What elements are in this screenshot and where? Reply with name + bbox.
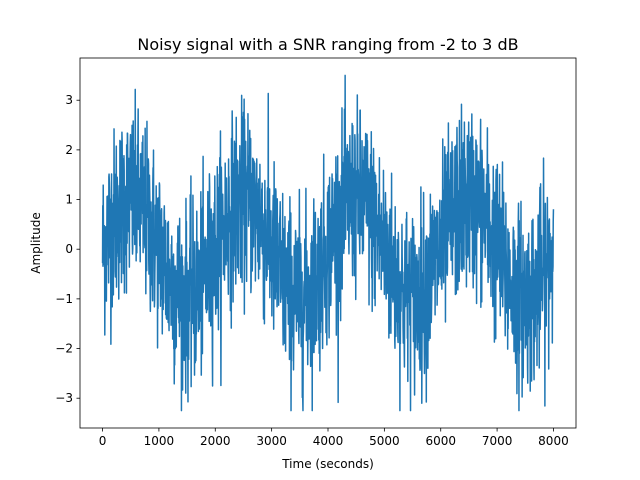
y-tick-label: 1 (65, 193, 73, 207)
y-tick-label: 2 (65, 143, 73, 157)
x-axis-label: Time (seconds) (281, 457, 374, 471)
x-tick-label: 1000 (144, 434, 175, 448)
x-tick-label: 3000 (256, 434, 287, 448)
x-tick-label: 6000 (425, 434, 456, 448)
y-tick-label: −1 (55, 292, 73, 306)
y-tick-label: 0 (65, 242, 73, 256)
x-axis: 0 1000 2000 3000 4000 5000 6000 7000 8000 (99, 428, 569, 448)
y-axis: −3 −2 −1 0 1 2 3 (55, 93, 80, 405)
x-tick-label: 2000 (200, 434, 231, 448)
series-layer (101, 74, 555, 412)
x-tick-label: 4000 (313, 434, 344, 448)
signal-line (101, 74, 555, 412)
y-axis-label: Amplitude (29, 212, 43, 274)
chart-title: Noisy signal with a SNR ranging from -2 … (137, 35, 518, 54)
x-tick-label: 7000 (482, 434, 513, 448)
y-tick-label: −2 (55, 342, 73, 356)
y-tick-label: 3 (65, 93, 73, 107)
x-tick-label: 0 (99, 434, 107, 448)
y-tick-label: −3 (55, 391, 73, 405)
x-tick-label: 5000 (369, 434, 400, 448)
x-tick-label: 8000 (538, 434, 569, 448)
